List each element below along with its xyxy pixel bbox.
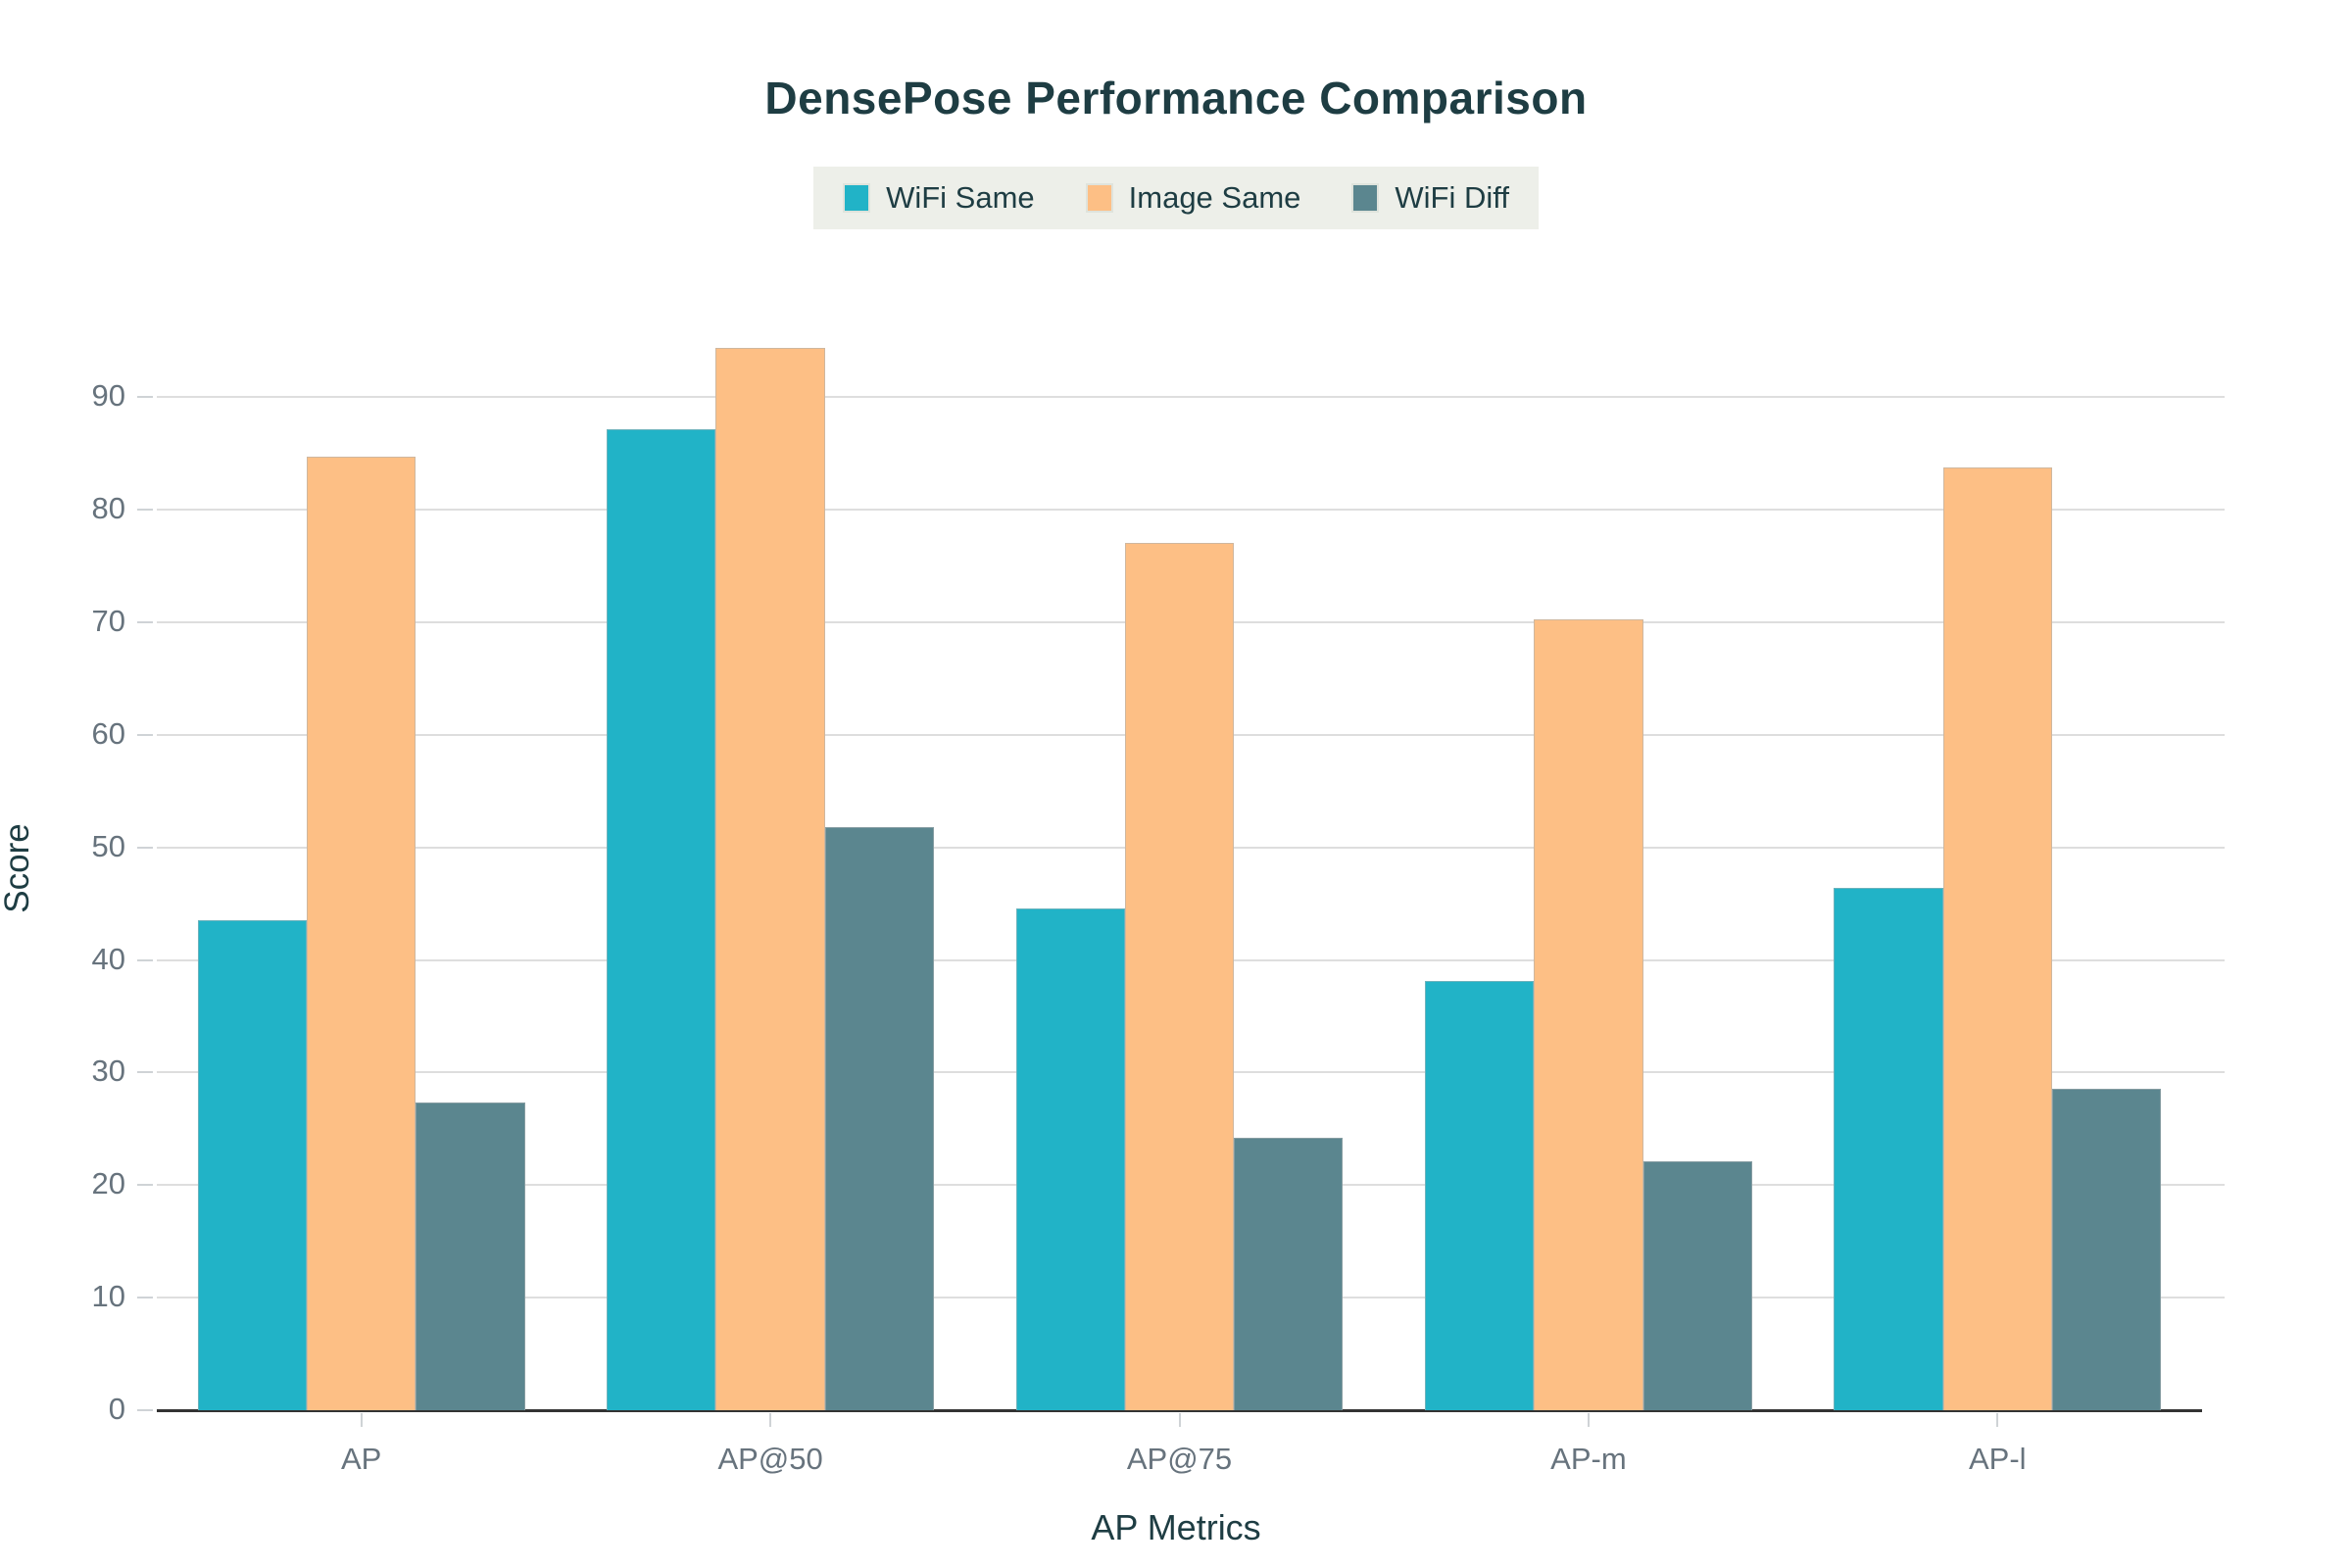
legend-label: Image Same — [1128, 180, 1301, 215]
bar-wifi-same-ap-m[interactable] — [1424, 981, 1535, 1410]
y-tick-label-30: 30 — [91, 1054, 125, 1089]
y-tick-label-40: 40 — [91, 941, 125, 976]
x-tick-label-ap-l: AP-l — [1969, 1442, 2027, 1476]
legend-item-wifi-same[interactable]: WiFi Same — [843, 180, 1035, 216]
y-tick-mark-90 — [137, 396, 153, 399]
bar-wifi-diff-ap@50[interactable] — [824, 827, 935, 1410]
bar-wifi-diff-ap-l[interactable] — [2051, 1088, 2162, 1410]
x-tick-mark-ap-l — [1996, 1413, 1999, 1427]
x-tick-label-ap: AP — [341, 1442, 382, 1476]
y-tick-label-10: 10 — [91, 1279, 125, 1314]
gridline-90 — [157, 396, 2225, 399]
x-tick-mark-ap-m — [1587, 1413, 1590, 1427]
y-tick-label-50: 50 — [91, 828, 125, 863]
x-tick-label-ap-m: AP-m — [1550, 1442, 1627, 1476]
bar-wifi-same-ap-l[interactable] — [1834, 888, 1943, 1410]
x-tick-label-ap@75: AP@75 — [1126, 1442, 1233, 1476]
bar-image-same-ap@75[interactable] — [1124, 542, 1235, 1410]
y-tick-mark-0 — [137, 1409, 153, 1411]
bar-wifi-same-ap@75[interactable] — [1015, 907, 1125, 1410]
y-tick-mark-20 — [137, 1184, 153, 1187]
x-tick-mark-ap@50 — [769, 1413, 772, 1427]
bar-image-same-ap@50[interactable] — [715, 347, 825, 1410]
bar-wifi-diff-ap[interactable] — [416, 1102, 525, 1410]
bar-wifi-diff-ap@75[interactable] — [1234, 1138, 1344, 1410]
bar-image-same-ap-m[interactable] — [1534, 618, 1643, 1410]
legend: WiFi Same Image Same WiFi Diff — [813, 167, 1539, 229]
gridline-80 — [157, 509, 2225, 512]
x-tick-mark-ap — [360, 1413, 363, 1427]
legend-wrap: WiFi Same Image Same WiFi Diff — [0, 167, 2352, 229]
bar-wifi-same-ap@50[interactable] — [607, 428, 716, 1410]
y-tick-label-0: 0 — [108, 1392, 125, 1426]
y-tick-label-20: 20 — [91, 1166, 125, 1201]
chart-title: DensePose Performance Comparison — [764, 72, 1588, 123]
y-tick-mark-50 — [137, 846, 153, 849]
legend-item-wifi-diff[interactable]: WiFi Diff — [1351, 180, 1509, 216]
x-axis-line — [157, 1409, 2202, 1412]
x-tick-mark-ap@75 — [1178, 1413, 1181, 1427]
y-tick-mark-30 — [137, 1071, 153, 1074]
legend-swatch-icon — [1085, 183, 1113, 213]
y-tick-mark-70 — [137, 621, 153, 624]
y-tick-label-60: 60 — [91, 715, 125, 751]
y-tick-mark-60 — [137, 733, 153, 736]
legend-swatch-icon — [843, 183, 871, 213]
y-tick-label-70: 70 — [91, 604, 125, 639]
legend-swatch-icon — [1351, 183, 1380, 213]
y-tick-mark-40 — [137, 958, 153, 961]
y-axis-title: Score — [0, 823, 36, 913]
legend-label: WiFi Same — [886, 180, 1035, 215]
legend-item-image-same[interactable]: Image Same — [1085, 180, 1301, 216]
bar-image-same-ap-l[interactable] — [1942, 466, 2052, 1410]
x-tick-label-ap@50: AP@50 — [717, 1442, 823, 1476]
y-tick-mark-80 — [137, 509, 153, 512]
x-axis-title: AP Metrics — [1091, 1507, 1261, 1547]
y-tick-label-80: 80 — [91, 491, 125, 526]
bar-wifi-diff-ap-m[interactable] — [1642, 1161, 1752, 1410]
bar-image-same-ap[interactable] — [307, 457, 416, 1410]
legend-label: WiFi Diff — [1395, 180, 1509, 215]
y-tick-mark-10 — [137, 1297, 153, 1299]
bar-wifi-same-ap[interactable] — [197, 920, 308, 1410]
y-tick-label-90: 90 — [91, 378, 125, 414]
